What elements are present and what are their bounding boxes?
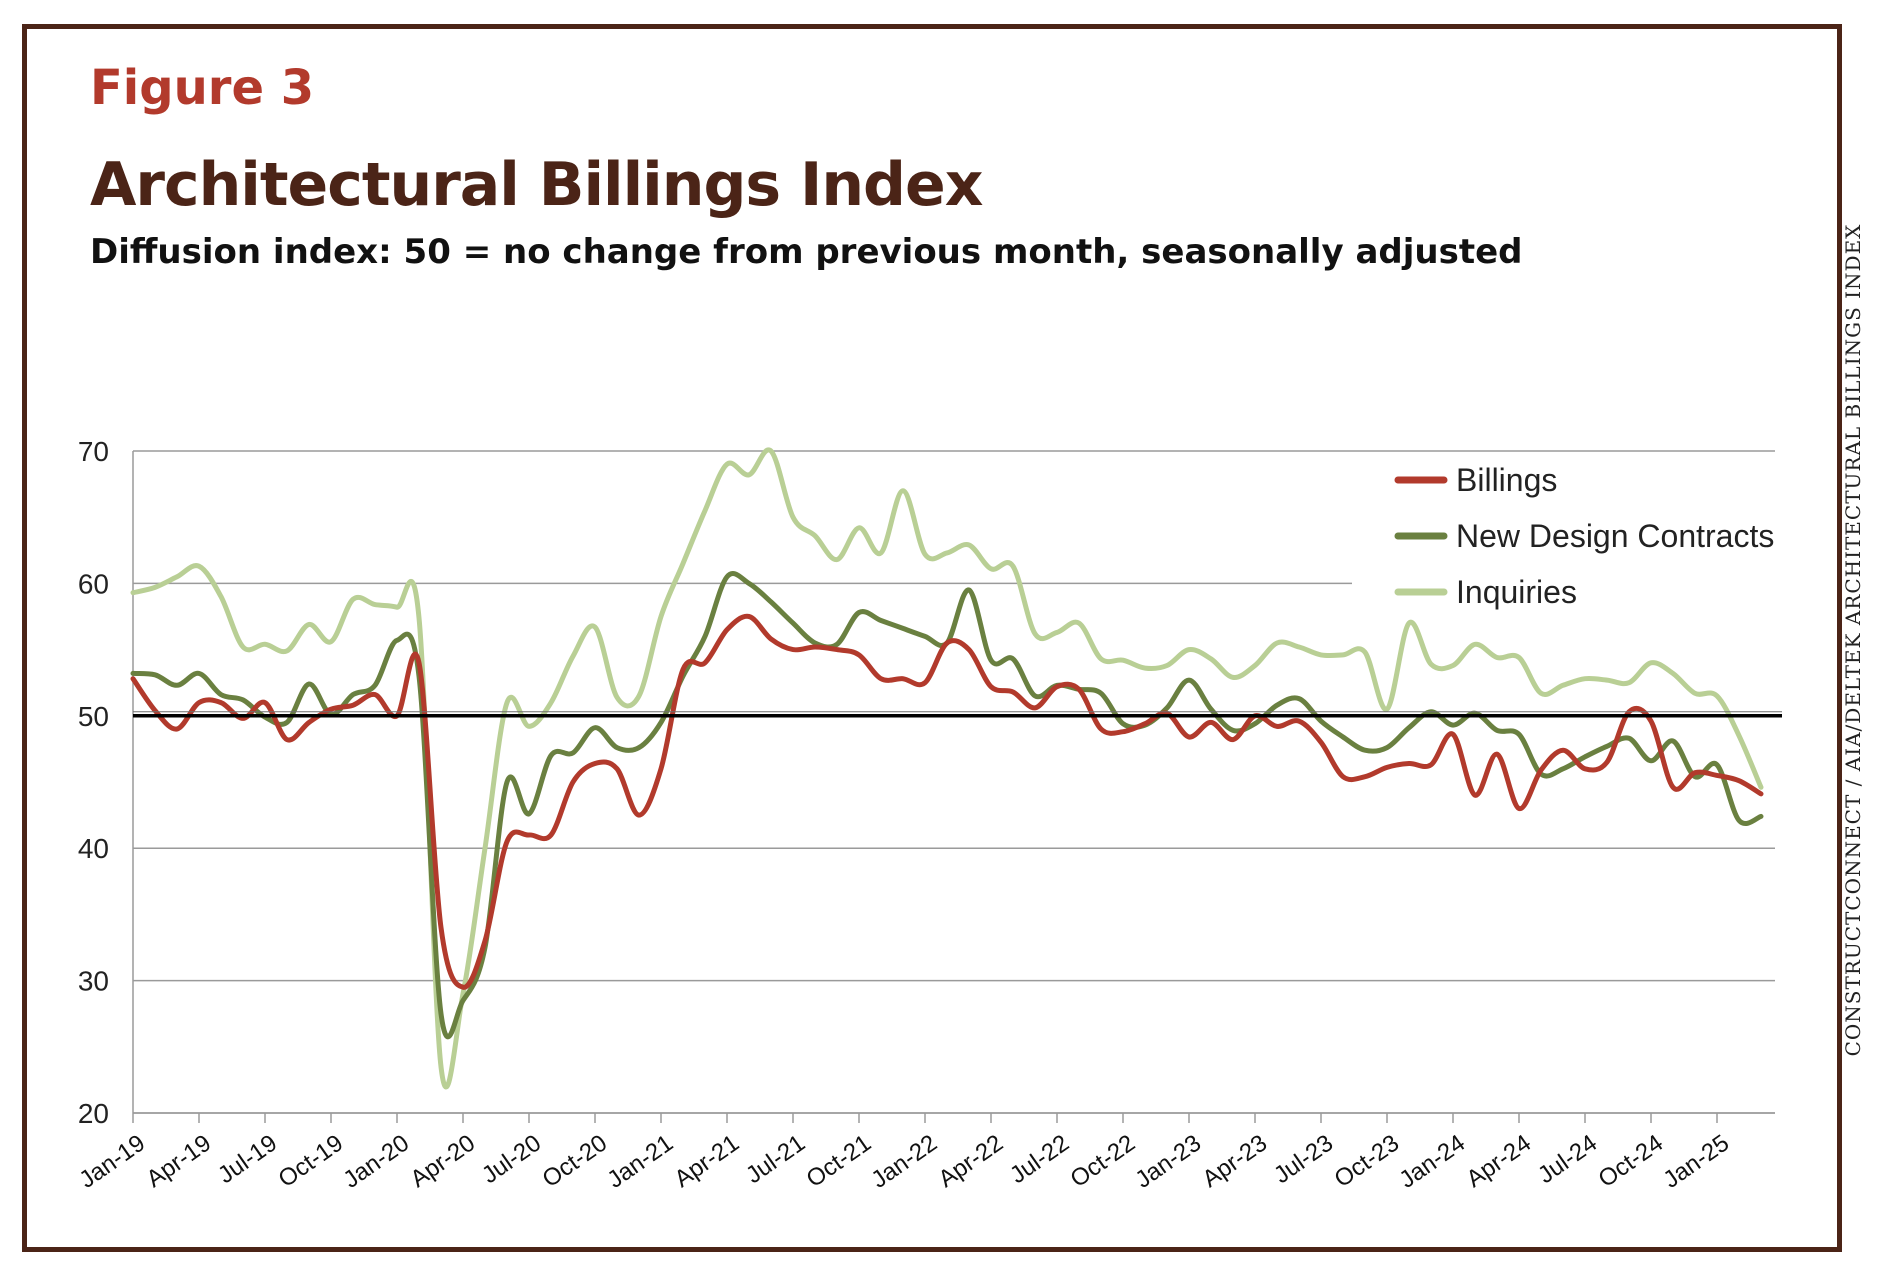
x-tick-label: Apr-24	[1462, 1130, 1537, 1193]
x-tick-label: Jul-21	[741, 1130, 810, 1190]
x-tick-label: Jul-23	[1269, 1130, 1338, 1190]
chart-subtitle: Diffusion index: 50 = no change from pre…	[90, 232, 1523, 272]
x-tick-label: Jan-23	[1130, 1130, 1206, 1194]
x-tick-label: Oct-21	[802, 1130, 876, 1193]
series-inquiries-line	[130, 447, 1764, 1090]
y-tick-label: 20	[78, 1098, 109, 1129]
x-tick-label: Jan-24	[1394, 1130, 1470, 1194]
figure-label: Figure 3	[90, 60, 315, 116]
x-tick-label: Apr-20	[406, 1130, 481, 1193]
x-tick-label: Jul-20	[477, 1130, 546, 1190]
x-tick-label: Jan-19	[74, 1130, 150, 1194]
x-tick-label: Oct-22	[1066, 1130, 1140, 1193]
y-tick-label: 70	[78, 436, 109, 467]
x-tick-label: Jul-22	[1005, 1130, 1074, 1190]
x-tick-label: Jan-20	[338, 1130, 414, 1194]
y-tick-label: 40	[78, 833, 109, 864]
x-tick-label: Oct-24	[1594, 1130, 1668, 1193]
x-tick-label: Apr-19	[142, 1130, 217, 1193]
x-tick-label: Jan-21	[602, 1130, 678, 1194]
y-tick-label: 30	[78, 966, 109, 997]
x-tick-label: Jul-19	[213, 1130, 282, 1190]
x-tick-label: Jan-25	[1658, 1130, 1734, 1194]
x-tick-label: Oct-23	[1330, 1130, 1404, 1193]
chart-title: Architectural Billings Index	[90, 150, 983, 220]
x-tick-label: Oct-19	[274, 1130, 348, 1193]
series-billings-line	[130, 613, 1764, 990]
legend-label: New Design Contracts	[1456, 518, 1774, 554]
x-tick-label: Apr-21	[670, 1130, 745, 1193]
x-tick-label: Jul-24	[1533, 1130, 1602, 1190]
legend-label: Billings	[1456, 462, 1557, 498]
legend-label: Inquiries	[1456, 574, 1577, 610]
series-new-design-contracts-line	[130, 571, 1764, 1040]
x-tick-label: Oct-20	[538, 1130, 612, 1193]
y-tick-label: 50	[78, 701, 109, 732]
x-tick-label: Apr-23	[1198, 1130, 1273, 1193]
x-tick-label: Jan-22	[866, 1130, 942, 1194]
y-tick-label: 60	[78, 568, 109, 599]
x-tick-label: Apr-22	[934, 1130, 1009, 1193]
